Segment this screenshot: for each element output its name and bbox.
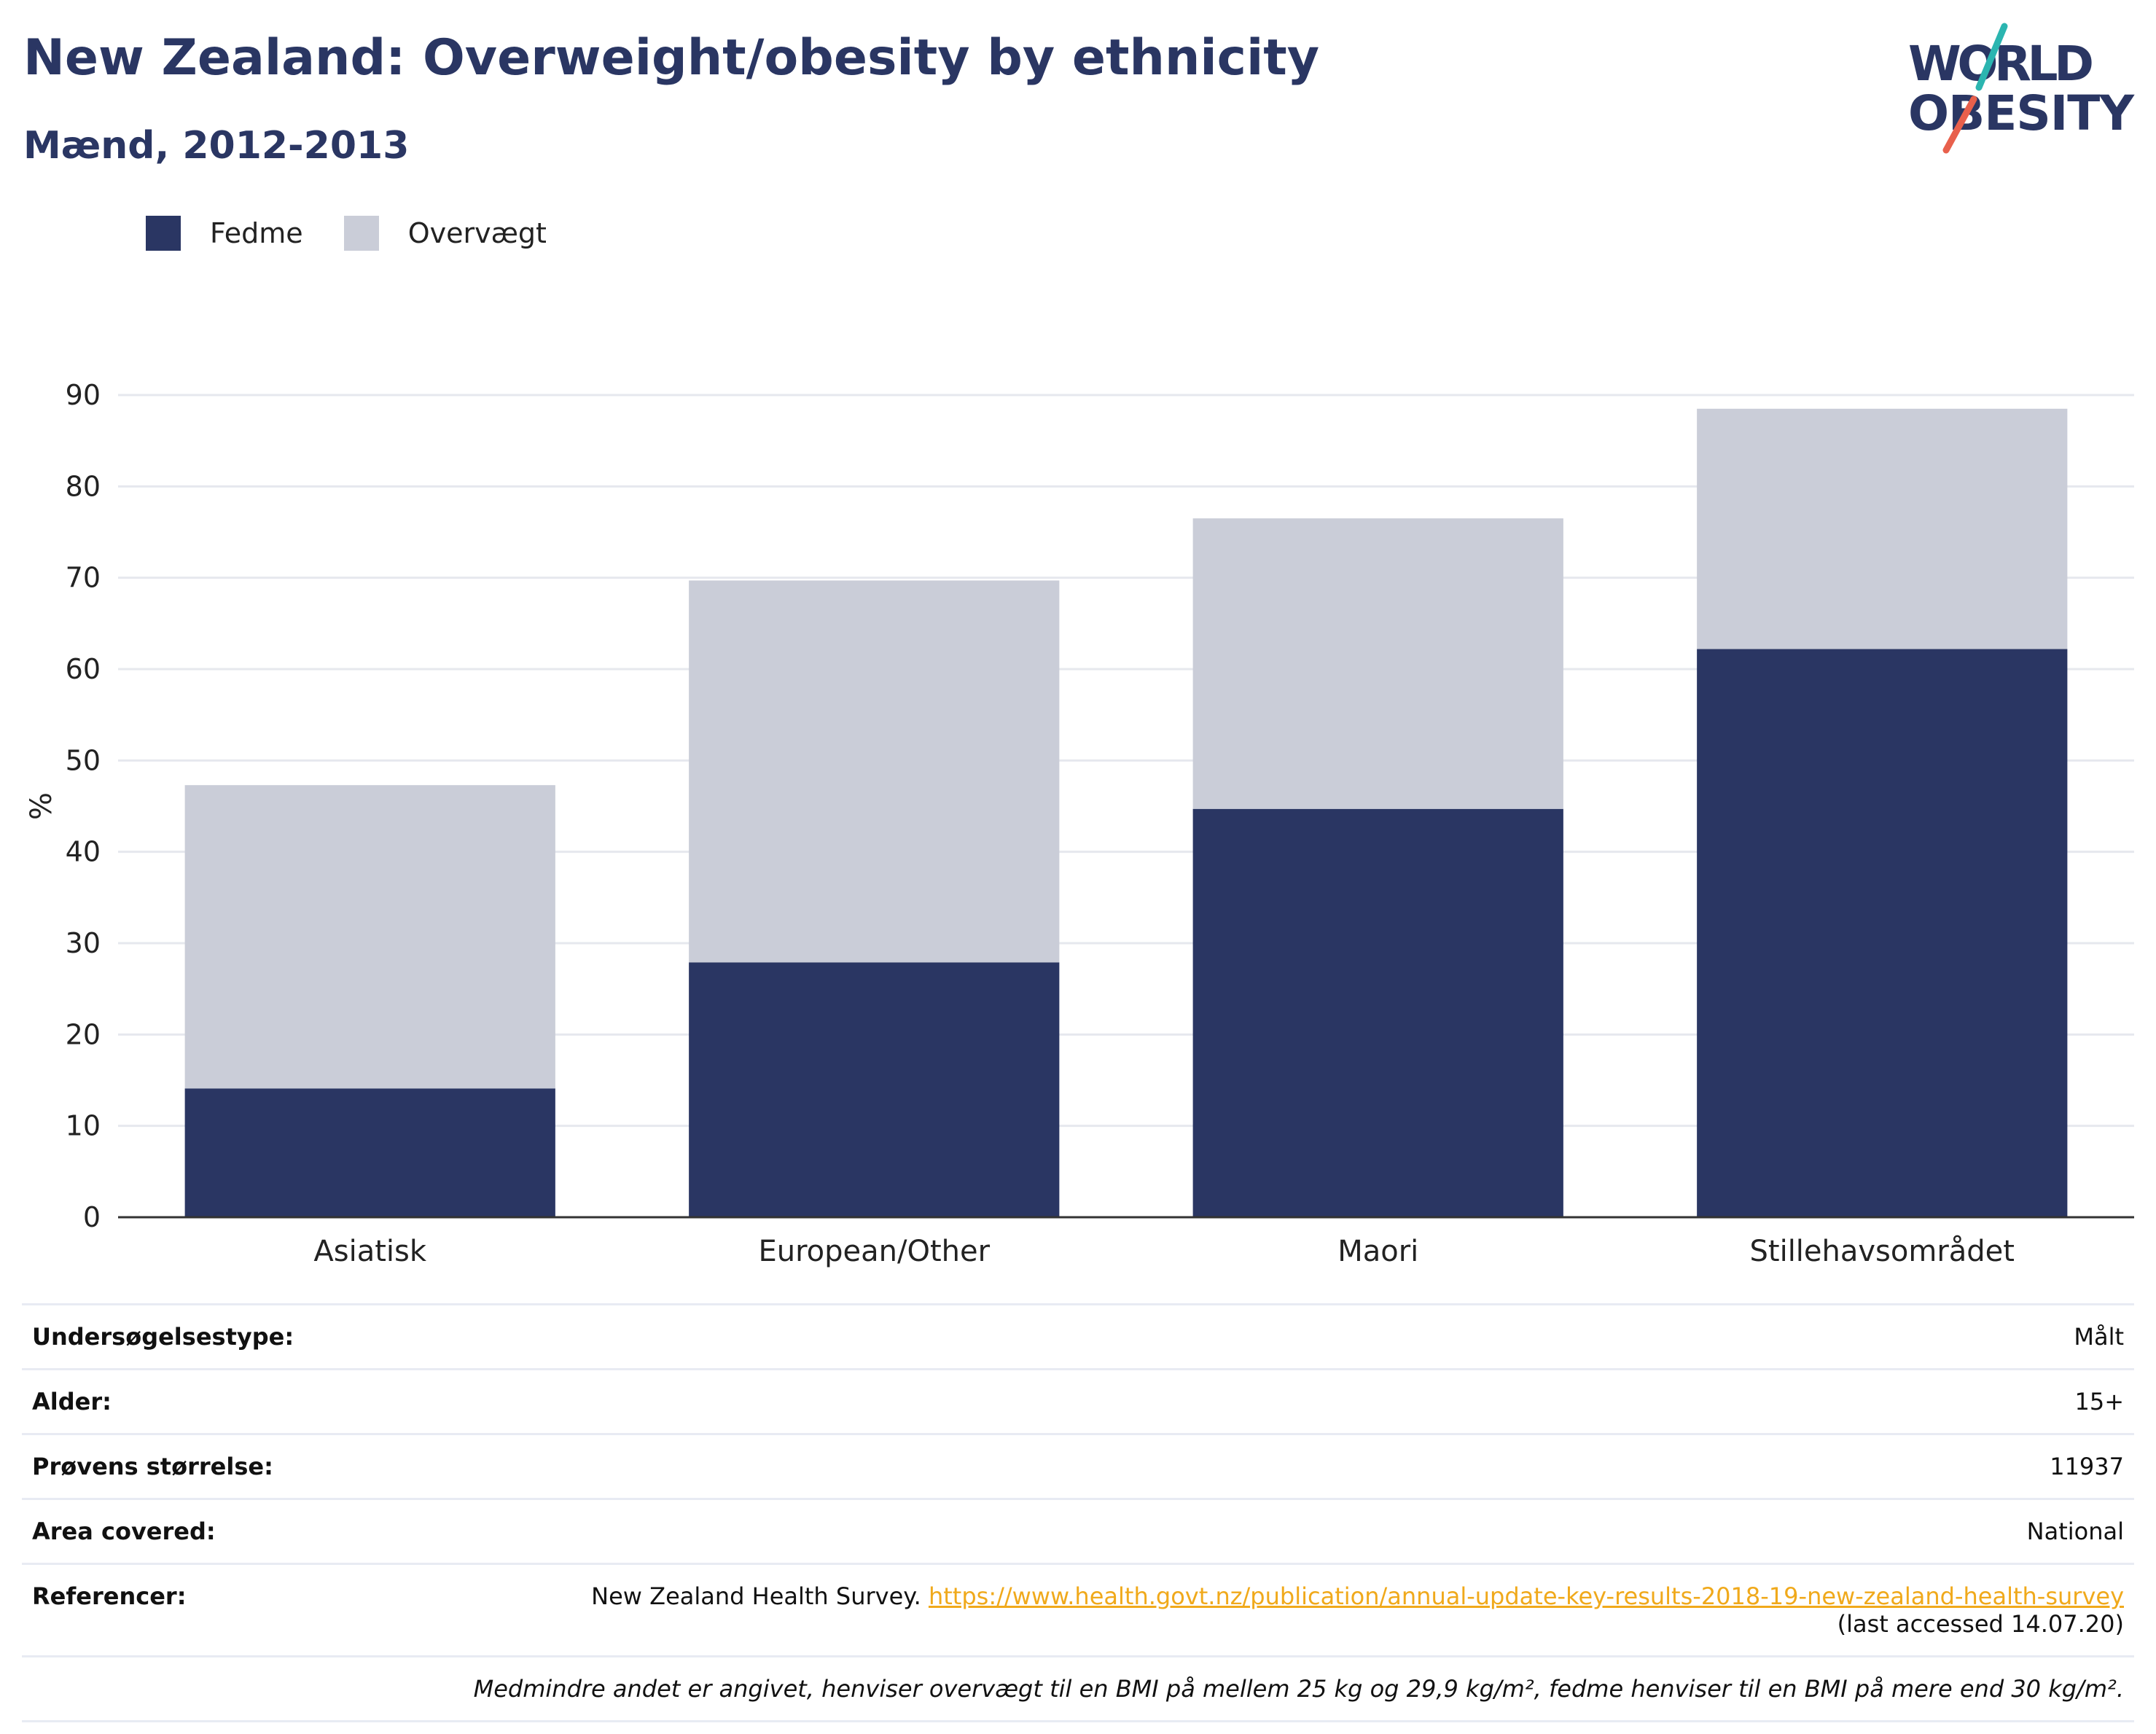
logo-line2: OBESITY	[1908, 85, 2135, 141]
chart-subtitle: Mænd, 2012-2013	[23, 124, 410, 168]
bar-overweight-1	[689, 580, 1060, 963]
x-tick-label: Asiatisk	[313, 1235, 426, 1268]
info-row-references: Referencer: New Zealand Health Survey. h…	[22, 1563, 2134, 1657]
info-value: Målt	[407, 1303, 2134, 1370]
info-label: Alder:	[22, 1368, 407, 1434]
legend-swatch-obesity	[146, 216, 181, 251]
info-row-sample-size: Prøvens størrelse: 11937	[22, 1433, 2134, 1499]
logo-slash-red	[1942, 95, 1977, 154]
bar-obesity-1	[689, 962, 1060, 1217]
y-tick-label: 70	[66, 562, 101, 594]
logo-line1: WORLD	[1908, 36, 2094, 92]
info-row-area: Area covered: National	[22, 1498, 2134, 1564]
y-tick-label: 50	[66, 744, 101, 776]
info-label: Undersøgelsestype:	[22, 1303, 407, 1370]
logo-slash-teal	[1975, 23, 2008, 91]
y-tick-label: 30	[66, 927, 101, 959]
y-tick-label: 20	[66, 1018, 101, 1050]
bar-obesity-0	[184, 1088, 555, 1217]
y-tick-label: 80	[66, 470, 101, 502]
y-tick-label: 0	[83, 1201, 101, 1233]
references-label: Referencer:	[22, 1563, 407, 1657]
y-axis-label: %	[25, 792, 58, 820]
y-tick-label: 90	[66, 379, 101, 411]
legend-item-obesity[interactable]: Fedme	[146, 216, 303, 251]
legend-label-overweight: Overvægt	[407, 217, 547, 249]
info-label: Area covered:	[22, 1498, 407, 1564]
info-row-note: Medmindre andet er angivet, henviser ove…	[22, 1655, 2134, 1722]
info-row-survey-type: Undersøgelsestype: Målt	[22, 1303, 2134, 1370]
reference-accessed: (last accessed 14.07.20)	[1837, 1610, 2124, 1638]
legend-label-obesity: Fedme	[210, 217, 303, 249]
y-tick-label: 40	[66, 836, 101, 868]
y-tick-label: 10	[66, 1110, 101, 1142]
legend-item-overweight[interactable]: Overvægt	[343, 216, 547, 251]
info-value: 15+	[407, 1368, 2134, 1434]
bar-overweight-0	[184, 785, 555, 1089]
bar-obesity-3	[1697, 649, 2068, 1217]
world-obesity-logo: WORLD OBESITY	[1908, 23, 2135, 154]
x-tick-label: European/Other	[758, 1235, 990, 1268]
info-row-age: Alder: 15+	[22, 1368, 2134, 1434]
legend-swatch-overweight	[343, 216, 379, 251]
bar-overweight-3	[1697, 408, 2068, 649]
info-value: 11937	[407, 1433, 2134, 1499]
bar-overweight-2	[1192, 518, 1563, 809]
survey-info-table: Undersøgelsestype: Målt Alder: 15+ Prøve…	[22, 1303, 2134, 1722]
reference-source: New Zealand Health Survey.	[591, 1582, 921, 1610]
info-label: Prøvens størrelse:	[22, 1433, 407, 1499]
chart-title: New Zealand: Overweight/obesity by ethni…	[23, 29, 1320, 87]
reference-link[interactable]: https://www.health.govt.nz/publication/a…	[928, 1582, 2124, 1610]
bar-obesity-2	[1192, 808, 1563, 1217]
chart-legend: Fedme Overvægt	[146, 216, 587, 251]
stacked-bar-chart: 0 10 20 30 40 50 60 70 80 90% Asiatisk European/Oth…	[25, 379, 2134, 1268]
info-value: National	[407, 1498, 2134, 1564]
references-value: New Zealand Health Survey. https://www.h…	[407, 1563, 2134, 1657]
x-tick-label: Stillehavsområdet	[1750, 1235, 2015, 1268]
bmi-definition-note: Medmindre andet er angivet, henviser ove…	[22, 1655, 2134, 1722]
x-tick-label: Maori	[1337, 1235, 1418, 1268]
y-tick-label: 60	[66, 653, 101, 685]
